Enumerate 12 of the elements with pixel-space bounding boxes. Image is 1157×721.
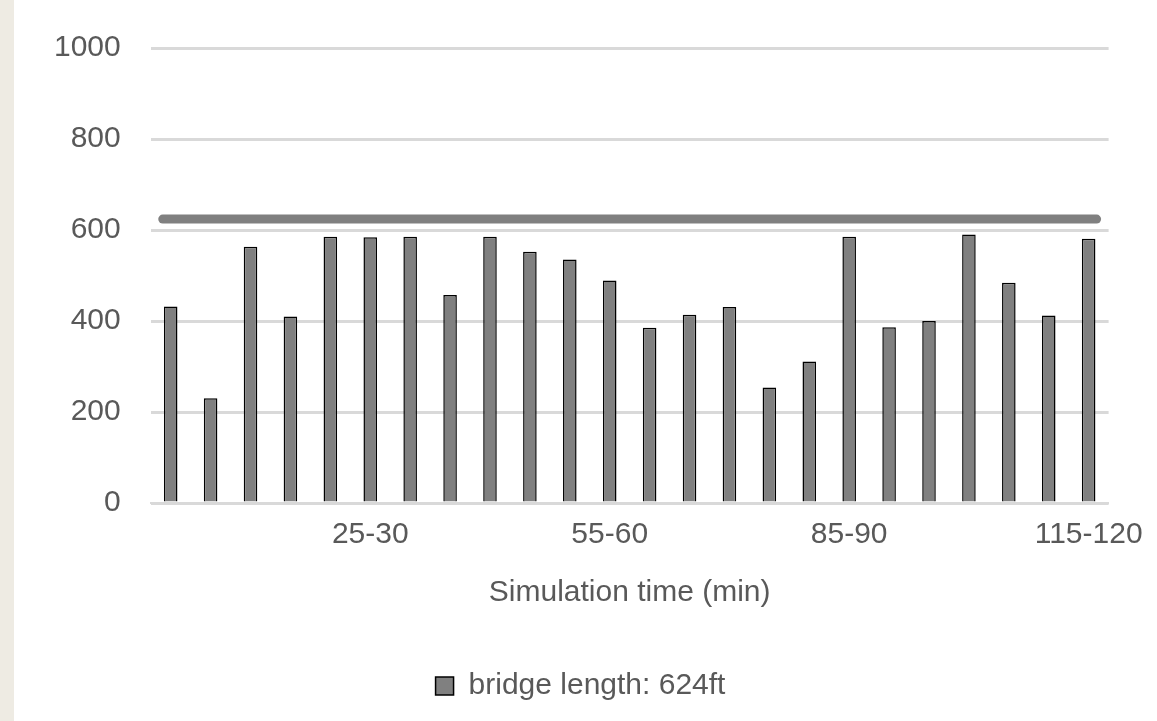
x-tick-label: 25-30 <box>331 516 409 550</box>
y-tick-label: 600 <box>70 211 121 245</box>
x-tick-label: 115-120 <box>1034 516 1143 550</box>
y-tick-label: 0 <box>104 484 121 518</box>
x-axis-title: Simulation time (min) <box>488 574 771 608</box>
x-tick-label: 85-90 <box>810 516 888 550</box>
x-tick-label: 55-60 <box>571 516 649 550</box>
y-tick-label: 200 <box>70 393 121 427</box>
y-tick-label: 800 <box>70 120 121 154</box>
y-tick-label: 400 <box>70 302 121 336</box>
y-tick-label: 1000 <box>53 29 121 63</box>
legend-label: bridge length: 624ft <box>468 667 727 701</box>
